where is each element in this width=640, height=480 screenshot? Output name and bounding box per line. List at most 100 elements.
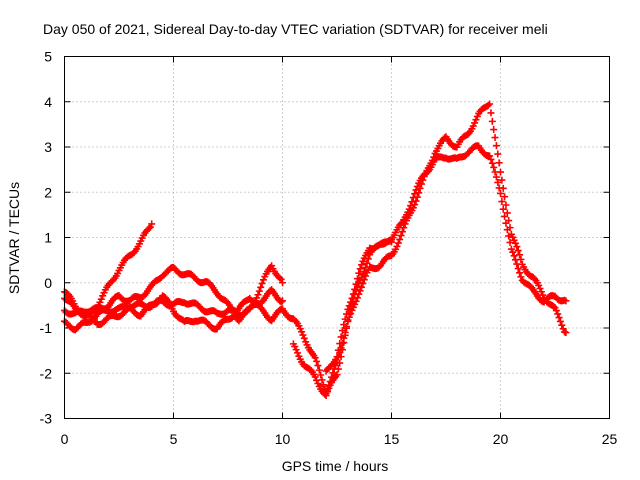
- data-point: [413, 182, 421, 190]
- data-point: [471, 119, 479, 127]
- data-point: [145, 224, 153, 232]
- data-point: [513, 243, 521, 251]
- data-point: [348, 294, 356, 302]
- data-point: [351, 285, 359, 293]
- data-point: [537, 288, 545, 296]
- data-point: [258, 279, 266, 287]
- data-point: [358, 283, 366, 291]
- data-point: [333, 371, 341, 379]
- data-point: [360, 276, 368, 284]
- data-point: [298, 328, 306, 336]
- data-point: [323, 388, 331, 396]
- data-point: [506, 238, 514, 246]
- data-point: [345, 302, 353, 310]
- data-point: [397, 219, 405, 227]
- data-point: [484, 101, 492, 109]
- data-point: [502, 201, 510, 209]
- y-axis-tick-labels: -3 -2 -1 0 1 2 3 4 5: [40, 49, 53, 427]
- data-point: [514, 247, 522, 255]
- data-point: [311, 373, 319, 381]
- data-point: [514, 265, 522, 273]
- data-point: [355, 269, 363, 277]
- data-point: [550, 302, 558, 310]
- data-point: [329, 369, 337, 377]
- data-point: [315, 366, 323, 374]
- data-point: [394, 239, 402, 247]
- data-points: [61, 100, 570, 400]
- data-point: [279, 279, 286, 287]
- data-point: [487, 109, 495, 117]
- data-point: [277, 275, 285, 283]
- y-tick-label: 4: [44, 94, 52, 110]
- x-tick-label: 5: [170, 431, 178, 447]
- x-tick-label: 10: [275, 431, 291, 447]
- data-point: [491, 168, 499, 176]
- data-point: [501, 193, 509, 201]
- x-tick-label: 15: [384, 431, 400, 447]
- data-point: [486, 152, 494, 160]
- y-tick-label: 5: [44, 49, 52, 65]
- data-point: [352, 297, 360, 305]
- y-tick-label: -3: [40, 411, 53, 427]
- data-point: [511, 256, 519, 264]
- data-point: [334, 346, 342, 354]
- data-point: [292, 346, 300, 354]
- data-point: [558, 321, 566, 329]
- series-track-e: [289, 100, 570, 400]
- data-point: [343, 324, 351, 332]
- data-point: [559, 325, 567, 333]
- data-point: [408, 198, 416, 206]
- y-tick-label: 2: [44, 184, 52, 200]
- data-point: [554, 310, 562, 318]
- data-point: [352, 280, 360, 288]
- y-tick-label: 0: [44, 275, 52, 291]
- data-point: [356, 265, 364, 273]
- data-point: [509, 248, 517, 256]
- data-point: [412, 186, 420, 194]
- data-point: [494, 150, 502, 158]
- data-point: [277, 298, 285, 306]
- data-point: [486, 100, 494, 108]
- data-point: [322, 392, 330, 400]
- data-point: [148, 220, 156, 228]
- data-point: [299, 331, 307, 339]
- y-tick-label: 1: [44, 230, 52, 246]
- chart-title: Day 050 of 2021, Sidereal Day-to-day VTE…: [43, 21, 548, 37]
- data-point: [488, 117, 496, 125]
- series-track-c: [61, 262, 286, 325]
- data-point: [343, 310, 351, 318]
- data-point: [255, 287, 263, 295]
- data-point: [254, 291, 262, 299]
- data-point: [259, 276, 267, 284]
- data-point: [502, 219, 510, 227]
- data-point: [562, 329, 570, 337]
- data-point: [517, 273, 525, 281]
- data-point: [562, 297, 570, 305]
- data-point: [319, 381, 327, 389]
- y-tick-label: -2: [40, 365, 53, 381]
- data-point: [472, 116, 480, 124]
- data-point: [405, 205, 413, 213]
- data-point: [393, 242, 401, 250]
- data-point: [341, 315, 349, 323]
- data-point: [276, 274, 284, 282]
- data-point: [398, 228, 406, 236]
- data-point: [333, 353, 341, 361]
- data-point: [344, 305, 352, 313]
- data-point: [552, 307, 560, 315]
- data-point: [313, 357, 321, 365]
- data-point: [257, 283, 265, 291]
- data-point: [490, 126, 498, 134]
- data-point: [356, 287, 364, 295]
- data-point: [411, 190, 419, 198]
- data-point: [503, 226, 511, 234]
- data-point: [311, 354, 319, 362]
- data-point: [349, 290, 357, 298]
- data-point: [397, 232, 405, 240]
- x-tick-label: 20: [493, 431, 509, 447]
- data-point: [363, 259, 371, 267]
- data-point: [516, 269, 524, 277]
- data-point: [146, 223, 154, 231]
- series-track-d: [61, 236, 395, 398]
